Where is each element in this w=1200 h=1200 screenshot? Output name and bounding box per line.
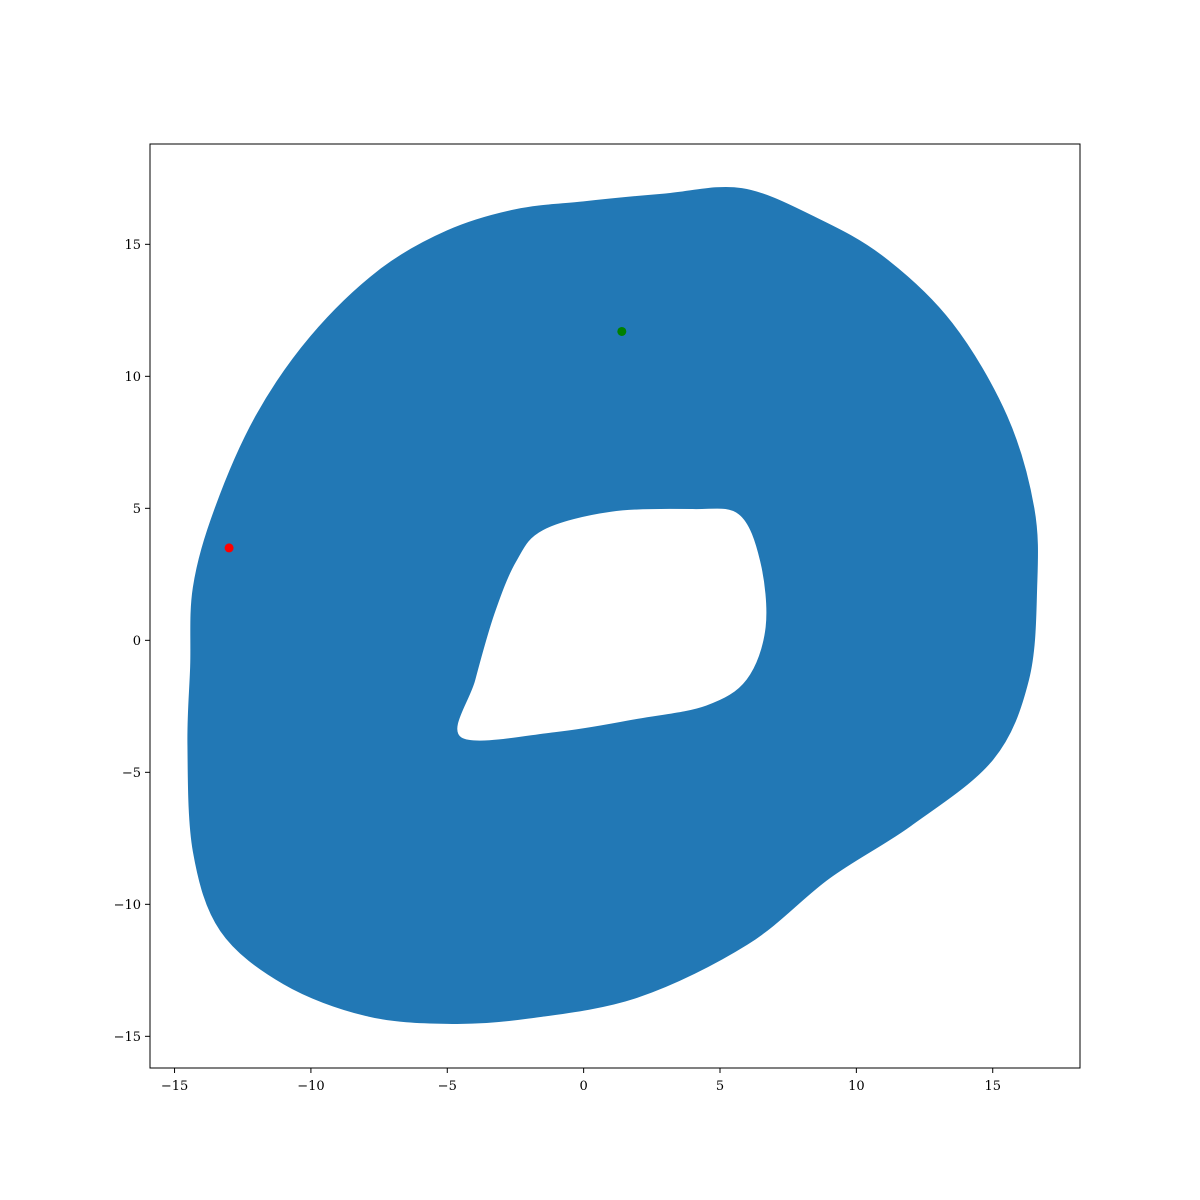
x-tick-label: −10 xyxy=(297,1079,324,1094)
y-tick-label: −5 xyxy=(122,766,141,781)
x-tick-label: 5 xyxy=(716,1079,724,1094)
y-tick-label: −10 xyxy=(114,898,141,913)
y-axis: −15 −10 −5 0 5 10 15 xyxy=(114,238,150,1045)
axes-frame xyxy=(149,143,1081,1069)
x-tick-label: 15 xyxy=(984,1079,1001,1094)
trajectory-series-0 xyxy=(187,186,1038,1024)
plot-content xyxy=(187,186,1038,1024)
x-axis: −15 −10 −5 0 5 10 15 xyxy=(161,1068,1001,1094)
y-tick-label: 15 xyxy=(124,238,141,253)
x-tick-label: 10 xyxy=(848,1079,865,1094)
x-tick-label: 0 xyxy=(579,1079,587,1094)
y-tick-label: 5 xyxy=(133,502,141,517)
marker-point-1 xyxy=(617,326,627,336)
y-tick-label: 10 xyxy=(124,370,141,385)
marker-point-0 xyxy=(224,543,234,553)
y-tick-label: −15 xyxy=(114,1030,141,1045)
x-tick-label: −5 xyxy=(438,1079,457,1094)
x-tick-label: −15 xyxy=(161,1079,188,1094)
y-tick-label: 0 xyxy=(133,634,141,649)
